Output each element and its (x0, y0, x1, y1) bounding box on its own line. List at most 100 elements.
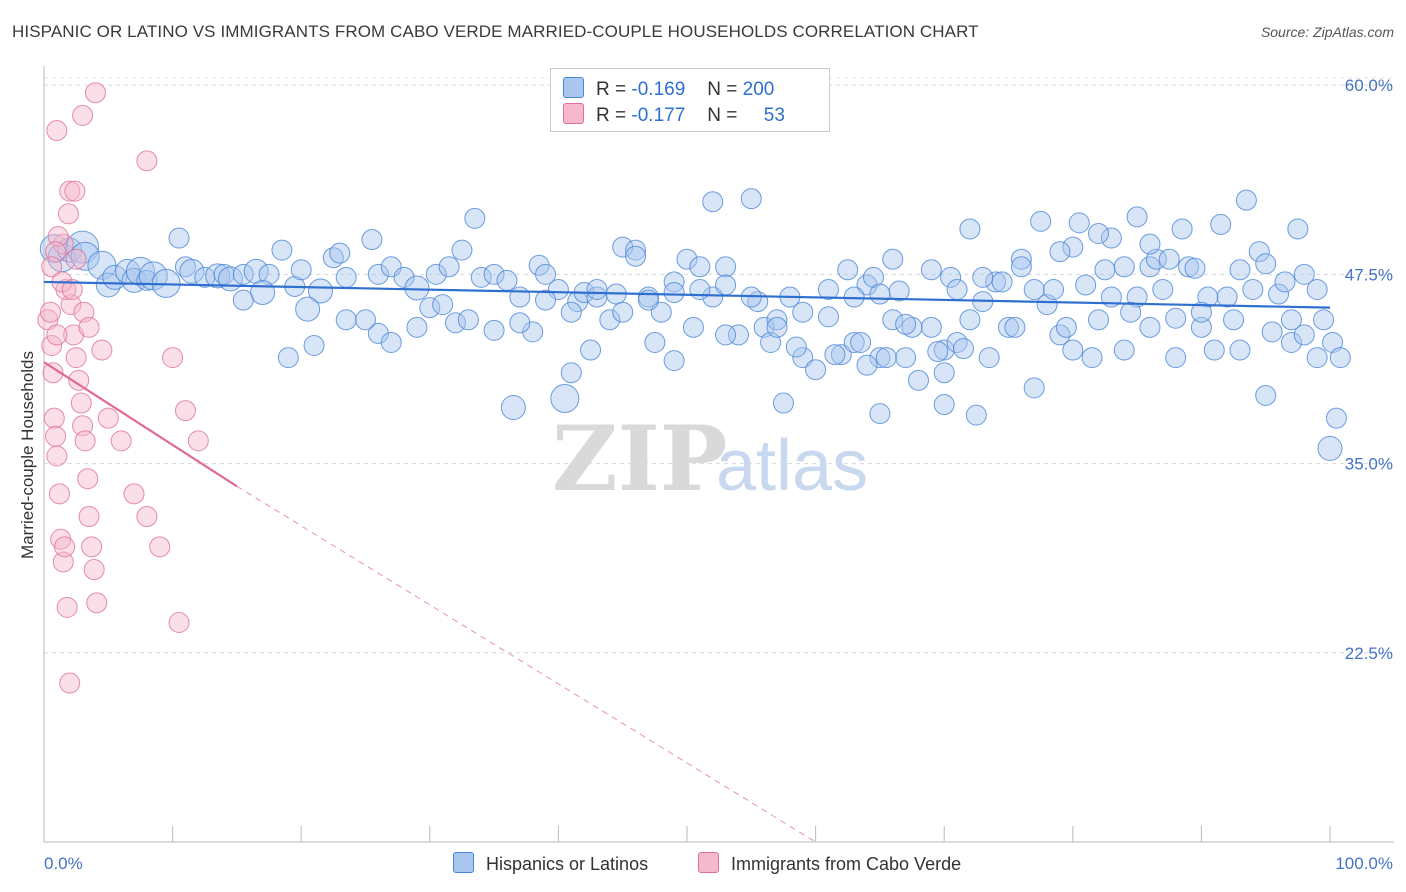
data-point (1190, 301, 1212, 323)
blue-swatch-icon (453, 852, 474, 873)
data-point (54, 536, 76, 558)
data-point (271, 239, 293, 261)
data-point (535, 263, 557, 285)
chart-title: HISPANIC OR LATINO VS IMMIGRANTS FROM CA… (12, 22, 979, 41)
data-point (258, 263, 280, 285)
data-point (307, 278, 333, 304)
data-point (1062, 339, 1084, 361)
data-point (42, 362, 64, 384)
data-point (78, 506, 100, 528)
data-point (232, 263, 254, 285)
data-point (959, 218, 981, 240)
data-point (500, 395, 526, 421)
tick-labels: 60.0% 47.5% 35.0% 22.5% 0.0% 100.0% (44, 76, 1393, 873)
data-point (1329, 347, 1351, 369)
data-point (1113, 339, 1135, 361)
data-point (496, 269, 518, 291)
data-point (727, 324, 749, 346)
data-point (329, 242, 351, 264)
data-point (1235, 189, 1257, 211)
data-point (290, 259, 312, 281)
data-point (882, 309, 904, 331)
data-point (933, 362, 955, 384)
data-point (895, 347, 917, 369)
data-point (110, 430, 132, 452)
gridlines (44, 77, 1394, 654)
data-point (998, 316, 1019, 338)
data-point (243, 258, 269, 284)
trend-line-cabo-verde (43, 361, 238, 488)
bottom-legend-label: Hispanics or Latinos (486, 854, 649, 874)
data-point (1293, 324, 1315, 346)
data-point (1293, 263, 1315, 285)
data-point (136, 506, 158, 528)
data-point (1229, 339, 1251, 361)
data-point (406, 316, 428, 338)
data-point (830, 344, 852, 366)
data-point (213, 263, 235, 285)
data-point (1255, 253, 1277, 275)
data-point (599, 309, 621, 331)
data-point (817, 278, 839, 300)
data-point (535, 289, 557, 311)
data-point (650, 301, 672, 323)
data-point (766, 316, 788, 338)
data-point (39, 301, 61, 323)
data-point (1203, 339, 1225, 361)
data-point (65, 347, 87, 369)
data-point (805, 359, 827, 381)
pink-swatch-icon (563, 103, 584, 124)
data-point (882, 248, 904, 270)
data-point (946, 278, 968, 300)
data-point (965, 404, 987, 426)
data-point (1158, 248, 1180, 270)
data-point (927, 341, 949, 363)
data-point (978, 347, 1000, 369)
data-point (295, 296, 321, 322)
data-point (1190, 316, 1212, 338)
data-point (792, 301, 814, 323)
data-point (702, 286, 724, 308)
data-point (45, 425, 67, 447)
data-point (1261, 321, 1283, 343)
data-point (920, 316, 942, 338)
data-point (843, 331, 865, 353)
n-value-pink: 53 (763, 105, 785, 126)
data-point (715, 274, 737, 296)
data-point (1139, 316, 1161, 338)
data-point (1274, 271, 1296, 293)
data-point (380, 331, 402, 353)
data-point (1306, 347, 1328, 369)
data-point (837, 259, 859, 281)
data-point (1313, 309, 1335, 331)
data-point (168, 227, 190, 249)
data-point (303, 334, 325, 356)
data-point (560, 362, 582, 384)
data-point (1317, 435, 1343, 461)
data-point (875, 347, 897, 369)
data-point (86, 592, 108, 614)
r-label: R = (596, 79, 627, 100)
data-point (393, 266, 415, 288)
data-point (1280, 309, 1302, 331)
data-point (1010, 248, 1032, 270)
y-tick-label: 47.5% (1345, 265, 1393, 284)
data-point (451, 239, 473, 261)
correlation-legend: R = -0.169 N = 200 R = -0.177 N = 53 (550, 68, 830, 132)
data-point (715, 256, 737, 278)
data-point (1100, 286, 1122, 308)
data-point (869, 347, 891, 369)
data-point (1306, 278, 1328, 300)
data-point (83, 559, 105, 581)
data-point (1165, 307, 1187, 329)
data-point (1216, 286, 1238, 308)
data-point (1113, 256, 1135, 278)
data-point (277, 347, 299, 369)
data-point (74, 430, 96, 452)
data-point (1010, 256, 1032, 278)
data-point (438, 256, 460, 278)
data-point (174, 400, 196, 422)
r-value-pink: -0.177 (631, 105, 686, 126)
data-point (586, 278, 608, 300)
